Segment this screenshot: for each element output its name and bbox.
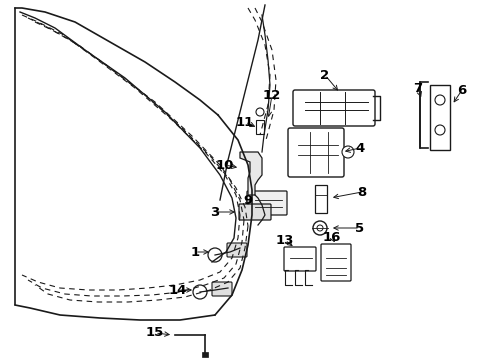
FancyBboxPatch shape <box>321 244 351 281</box>
Circle shape <box>435 125 445 135</box>
Text: 7: 7 <box>414 81 422 95</box>
Text: 10: 10 <box>216 158 234 171</box>
Text: 16: 16 <box>323 230 341 243</box>
Bar <box>256 120 264 134</box>
Text: 1: 1 <box>191 246 199 258</box>
Text: 12: 12 <box>263 89 281 102</box>
FancyBboxPatch shape <box>293 90 375 126</box>
FancyBboxPatch shape <box>284 247 316 271</box>
Bar <box>315 185 327 213</box>
Circle shape <box>313 221 327 235</box>
FancyBboxPatch shape <box>247 191 287 215</box>
Text: 11: 11 <box>236 116 254 129</box>
Text: 4: 4 <box>355 141 365 154</box>
Bar <box>202 352 208 357</box>
Text: 2: 2 <box>320 68 330 81</box>
Circle shape <box>193 285 207 299</box>
FancyBboxPatch shape <box>239 204 271 220</box>
Polygon shape <box>240 152 262 195</box>
Circle shape <box>256 108 264 116</box>
Text: 15: 15 <box>146 327 164 339</box>
Circle shape <box>435 95 445 105</box>
Circle shape <box>317 225 323 231</box>
Bar <box>430 85 450 150</box>
Text: 3: 3 <box>210 206 220 219</box>
FancyBboxPatch shape <box>212 282 232 296</box>
Text: 13: 13 <box>276 234 294 247</box>
Circle shape <box>208 248 222 262</box>
FancyBboxPatch shape <box>288 128 344 177</box>
Circle shape <box>342 146 354 158</box>
Text: 9: 9 <box>244 194 252 207</box>
Text: 6: 6 <box>457 84 466 96</box>
FancyBboxPatch shape <box>227 243 247 257</box>
Text: 14: 14 <box>169 284 187 297</box>
Text: 5: 5 <box>355 221 365 234</box>
Text: 8: 8 <box>357 185 367 198</box>
